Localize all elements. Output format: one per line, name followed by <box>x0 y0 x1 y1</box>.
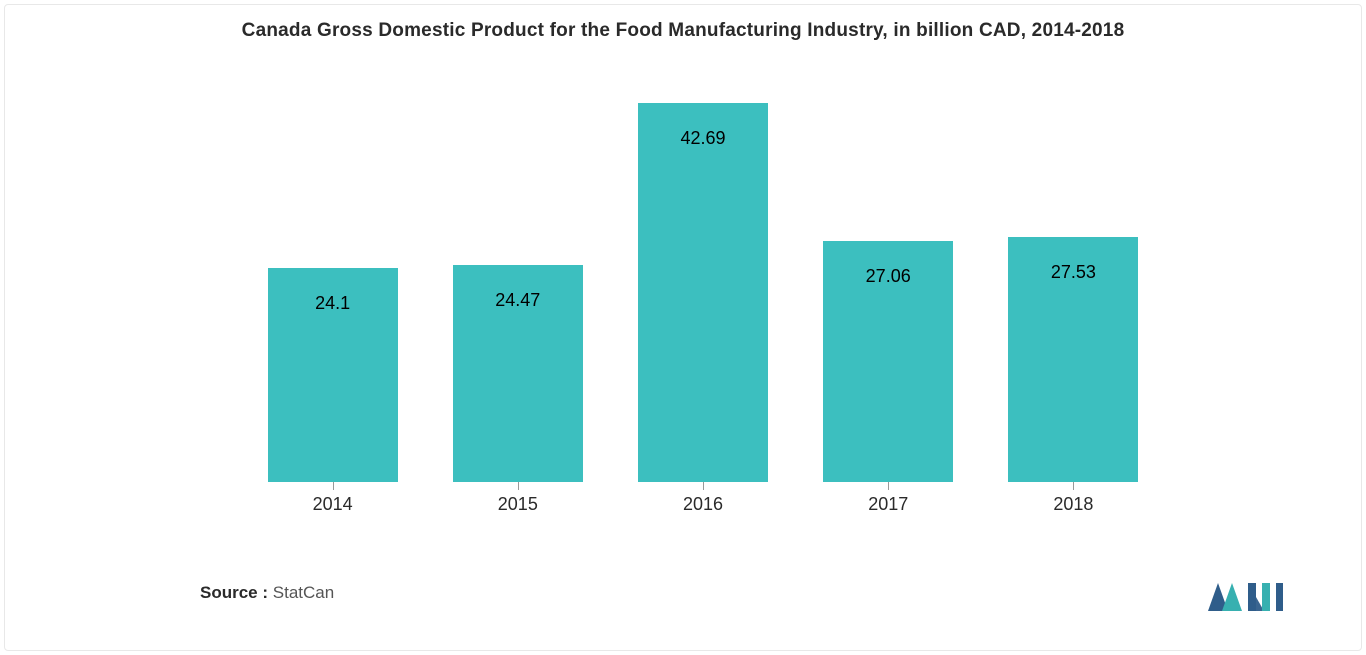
x-tick <box>1073 482 1074 490</box>
x-axis-label: 2018 <box>981 494 1166 515</box>
bar-value-label: 42.69 <box>680 128 725 149</box>
x-axis-label: 2017 <box>796 494 981 515</box>
bar: 27.06 <box>823 241 953 482</box>
bar-value-label: 24.1 <box>315 293 350 314</box>
plot-area: 24.1 24.47 42.69 27.06 27.53 <box>240 82 1166 482</box>
chart-container: Canada Gross Domestic Product for the Fo… <box>0 0 1366 655</box>
source-line: Source : StatCan <box>200 583 334 603</box>
bar-value-label: 27.06 <box>866 266 911 287</box>
source-value: StatCan <box>273 583 334 602</box>
bar-group: 27.53 <box>981 82 1166 482</box>
source-label: Source : <box>200 583 268 602</box>
x-axis-label: 2014 <box>240 494 425 515</box>
bar-group: 24.47 <box>425 82 610 482</box>
bar-value-label: 24.47 <box>495 290 540 311</box>
brand-logo <box>1206 575 1286 615</box>
bar: 24.47 <box>453 265 583 483</box>
bar: 24.1 <box>268 268 398 482</box>
x-tick <box>888 482 889 490</box>
bar-group: 42.69 <box>610 82 795 482</box>
x-tick <box>518 482 519 490</box>
x-tick <box>333 482 334 490</box>
bar-group: 27.06 <box>796 82 981 482</box>
x-axis-label: 2015 <box>425 494 610 515</box>
x-axis-label: 2016 <box>610 494 795 515</box>
chart-title: Canada Gross Domestic Product for the Fo… <box>40 20 1326 42</box>
x-tick <box>703 482 704 490</box>
x-axis-labels: 20142015201620172018 <box>240 494 1166 515</box>
bar-value-label: 27.53 <box>1051 262 1096 283</box>
bar-group: 24.1 <box>240 82 425 482</box>
bar: 27.53 <box>1008 237 1138 482</box>
bar: 42.69 <box>638 103 768 482</box>
